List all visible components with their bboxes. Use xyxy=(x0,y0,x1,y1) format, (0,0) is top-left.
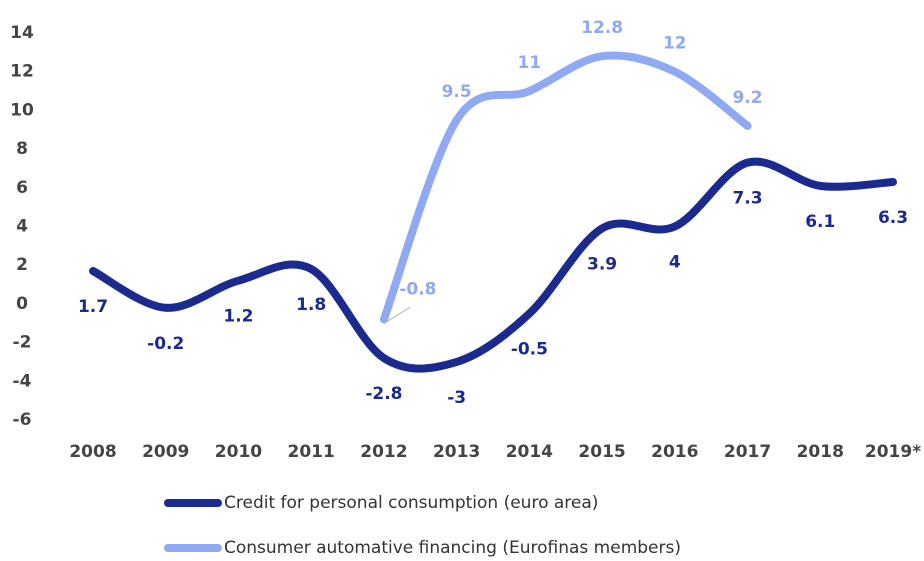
y-tick-label: 0 xyxy=(16,294,28,314)
x-tick-label: 2019* xyxy=(865,442,921,462)
y-tick-label: 10 xyxy=(10,100,34,120)
data-label: -3 xyxy=(447,388,466,408)
legend-label: Credit for personal consumption (euro ar… xyxy=(224,493,598,513)
data-label: 12.8 xyxy=(581,18,623,38)
data-label: 3.9 xyxy=(587,254,617,274)
leader-line xyxy=(383,306,411,324)
y-tick-label: -6 xyxy=(13,410,32,430)
series-line xyxy=(379,51,752,324)
x-tick-label: 2017 xyxy=(724,442,771,462)
data-label: -0.2 xyxy=(147,334,184,354)
data-label: -0.8 xyxy=(399,279,436,299)
y-tick-label: 12 xyxy=(10,62,34,82)
data-label: 6.1 xyxy=(805,212,835,232)
y-tick-label: 6 xyxy=(16,178,28,198)
x-tick-label: 2008 xyxy=(69,442,116,462)
data-label: 9.2 xyxy=(732,88,762,108)
y-tick-label: 2 xyxy=(16,255,28,275)
data-label: 12 xyxy=(663,34,687,54)
x-tick-label: 2015 xyxy=(578,442,625,462)
x-tick-label: 2009 xyxy=(142,442,189,462)
x-tick-label: 2014 xyxy=(506,442,553,462)
x-tick-label: 2018 xyxy=(797,442,844,462)
data-label: 1.7 xyxy=(78,297,108,317)
data-label: 4 xyxy=(669,253,681,273)
legend-label: Consumer automative financing (Eurofinas… xyxy=(224,538,681,558)
y-tick-label: -2 xyxy=(13,333,32,353)
y-tick-label: 4 xyxy=(16,217,28,237)
y-tick-label: -4 xyxy=(13,371,32,391)
series-line xyxy=(89,157,897,373)
data-label: -2.8 xyxy=(365,384,402,404)
x-tick-label: 2016 xyxy=(651,442,698,462)
data-label: 11 xyxy=(518,53,542,73)
y-tick-label: 14 xyxy=(10,23,34,43)
data-label: 9.5 xyxy=(442,82,472,102)
data-label: 1.8 xyxy=(296,295,326,315)
data-label: 6.3 xyxy=(878,208,908,228)
data-label: -0.5 xyxy=(511,340,548,360)
x-tick-label: 2010 xyxy=(215,442,262,462)
data-label: 1.2 xyxy=(223,307,253,327)
y-tick-label: 8 xyxy=(16,139,28,159)
x-tick-label: 2013 xyxy=(433,442,480,462)
data-label: 7.3 xyxy=(732,189,762,209)
x-tick-label: 2012 xyxy=(360,442,407,462)
x-tick-label: 2011 xyxy=(288,442,335,462)
